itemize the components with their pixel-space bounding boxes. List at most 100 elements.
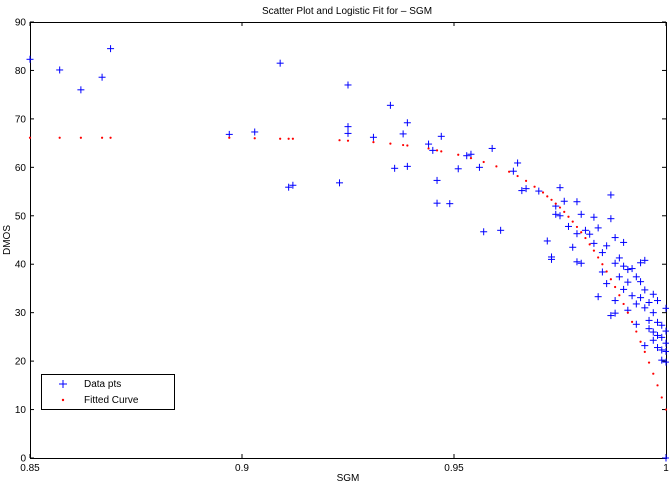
data-point bbox=[649, 336, 657, 344]
data-point bbox=[615, 254, 623, 262]
data-point bbox=[403, 162, 411, 170]
data-point bbox=[611, 259, 619, 267]
data-point bbox=[628, 292, 636, 300]
data-point bbox=[26, 55, 34, 63]
data-point bbox=[624, 266, 632, 274]
data-point bbox=[620, 238, 628, 246]
data-point bbox=[336, 179, 344, 187]
data-point bbox=[344, 81, 352, 89]
data-point bbox=[581, 226, 589, 234]
data-point bbox=[344, 123, 352, 131]
legend-marker-fitted-curve bbox=[61, 398, 65, 402]
data-point bbox=[645, 298, 653, 306]
fit-point bbox=[563, 210, 566, 214]
data-point bbox=[649, 328, 657, 336]
data-point bbox=[611, 297, 619, 305]
data-point bbox=[577, 210, 585, 218]
x-tick-label: 0.85 bbox=[20, 463, 40, 474]
data-point bbox=[552, 210, 560, 218]
data-point bbox=[628, 265, 636, 273]
data-point bbox=[662, 347, 669, 355]
y-axis-label: DMOS bbox=[2, 225, 13, 255]
data-point bbox=[251, 128, 259, 136]
data-point bbox=[480, 228, 488, 236]
fit-point bbox=[516, 174, 519, 178]
data-point bbox=[645, 325, 653, 333]
fit-point bbox=[605, 270, 608, 273]
data-point bbox=[607, 215, 615, 223]
data-point bbox=[509, 167, 517, 175]
data-point bbox=[403, 119, 411, 127]
fit-point bbox=[372, 141, 375, 144]
fit-point bbox=[558, 206, 562, 209]
fit-point bbox=[338, 139, 341, 142]
data-point bbox=[590, 239, 598, 247]
data-point bbox=[433, 176, 441, 184]
fit-point bbox=[482, 160, 485, 164]
fit-point bbox=[406, 144, 409, 147]
data-point bbox=[586, 230, 594, 238]
data-point bbox=[548, 255, 556, 263]
data-point bbox=[662, 358, 669, 366]
fit-point bbox=[656, 384, 659, 387]
y-tick-label: 90 bbox=[15, 18, 27, 29]
fit-point bbox=[554, 202, 557, 205]
data-point bbox=[632, 273, 640, 281]
series-fitted-curve bbox=[28, 136, 668, 411]
legend-label-fitted-curve: Fitted Curve bbox=[84, 395, 139, 406]
data-point bbox=[611, 309, 619, 317]
legend: Data pts Fitted Curve bbox=[41, 374, 175, 410]
data-point bbox=[658, 356, 666, 364]
y-tick-label: 50 bbox=[15, 211, 27, 222]
data-point bbox=[454, 165, 462, 173]
fit-point bbox=[575, 225, 579, 229]
data-point bbox=[654, 318, 662, 326]
data-point bbox=[615, 273, 623, 281]
data-point bbox=[386, 101, 394, 109]
y-tick-label: 0 bbox=[20, 454, 26, 465]
x-tick-label: 0.95 bbox=[444, 463, 464, 474]
data-point bbox=[641, 286, 649, 294]
fit-point bbox=[58, 136, 61, 139]
data-point bbox=[607, 191, 615, 199]
fit-point bbox=[639, 340, 642, 343]
data-point bbox=[543, 237, 551, 245]
fit-point bbox=[495, 165, 498, 168]
fit-point bbox=[584, 236, 587, 240]
data-point bbox=[289, 181, 297, 189]
y-tick-label: 40 bbox=[15, 260, 27, 271]
fit-point bbox=[567, 215, 570, 218]
fit-point bbox=[533, 185, 536, 188]
fit-point bbox=[647, 361, 651, 364]
series-data-pts bbox=[26, 45, 669, 462]
fit-point bbox=[588, 243, 591, 246]
legend-box bbox=[41, 374, 175, 410]
fit-point bbox=[630, 320, 634, 323]
data-point bbox=[344, 129, 352, 137]
data-point bbox=[276, 59, 284, 67]
fit-point bbox=[635, 330, 638, 333]
data-point bbox=[654, 297, 662, 305]
fit-point bbox=[469, 157, 473, 160]
data-point bbox=[637, 294, 645, 302]
fit-point bbox=[660, 396, 663, 399]
fit-point bbox=[79, 136, 82, 139]
data-point bbox=[433, 199, 441, 207]
data-point bbox=[632, 320, 640, 328]
fit-point bbox=[622, 302, 625, 306]
data-point bbox=[624, 278, 632, 286]
fit-point bbox=[427, 147, 430, 150]
data-point bbox=[641, 256, 649, 264]
fit-point bbox=[609, 278, 612, 281]
fit-point bbox=[580, 231, 583, 234]
data-point bbox=[573, 230, 581, 238]
data-point bbox=[446, 200, 454, 208]
data-point bbox=[425, 140, 433, 148]
y-tick-label: 60 bbox=[15, 163, 27, 174]
data-point bbox=[598, 249, 606, 257]
x-axis-label: SGM bbox=[337, 473, 360, 484]
data-point bbox=[475, 163, 483, 171]
data-point bbox=[107, 45, 115, 53]
data-point bbox=[514, 159, 522, 167]
data-point bbox=[556, 212, 564, 220]
